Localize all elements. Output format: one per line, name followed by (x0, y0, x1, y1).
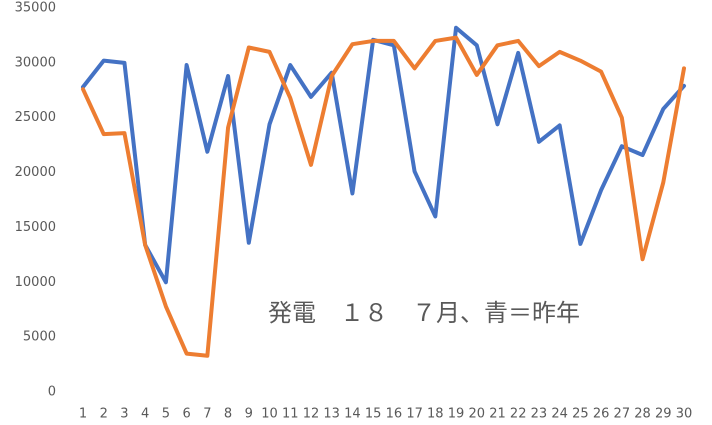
x-tick-label: 6 (182, 407, 190, 422)
x-tick-label: 5 (162, 407, 170, 422)
x-tick-label: 14 (344, 407, 361, 422)
x-tick-label: 2 (100, 407, 108, 422)
x-tick-label: 22 (510, 407, 527, 422)
x-tick-label: 12 (303, 407, 320, 422)
x-tick-label: 18 (427, 407, 444, 422)
x-tick-label: 28 (634, 407, 651, 422)
x-tick-label: 1 (79, 407, 87, 422)
y-tick-label: 25000 (15, 110, 56, 125)
x-tick-label: 15 (365, 407, 382, 422)
x-tick-label: 21 (489, 407, 506, 422)
x-tick-label: 4 (141, 407, 149, 422)
x-tick-label: 7 (203, 407, 211, 422)
x-tick-label: 16 (386, 407, 403, 422)
x-tick-label: 23 (531, 407, 548, 422)
x-tick-label: 9 (245, 407, 253, 422)
x-tick-label: 30 (676, 407, 693, 422)
x-tick-label: 10 (261, 407, 278, 422)
x-tick-label: 27 (614, 407, 631, 422)
annotation: 発電 １８ ７月、青＝昨年 (268, 299, 580, 327)
y-tick-label: 10000 (15, 275, 56, 290)
x-tick-label: 20 (468, 407, 485, 422)
y-tick-label: 35000 (15, 1, 56, 16)
x-tick-label: 25 (572, 407, 589, 422)
y-tick-label: 30000 (15, 55, 56, 70)
y-tick-label: 15000 (15, 220, 56, 235)
x-tick-label: 3 (120, 407, 128, 422)
x-tick-label: 24 (551, 407, 568, 422)
x-tick-label: 29 (655, 407, 672, 422)
y-tick-label: 5000 (23, 330, 56, 345)
x-tick-label: 19 (448, 407, 465, 422)
x-tick-label: 13 (323, 407, 340, 422)
y-tick-label: 20000 (15, 165, 56, 180)
x-tick-label: 26 (593, 407, 610, 422)
x-tick-label: 8 (224, 407, 232, 422)
y-tick-label: 0 (48, 385, 56, 400)
x-tick-label: 11 (282, 407, 299, 422)
line-series (81, 35, 686, 358)
x-tick-label: 17 (406, 407, 423, 422)
